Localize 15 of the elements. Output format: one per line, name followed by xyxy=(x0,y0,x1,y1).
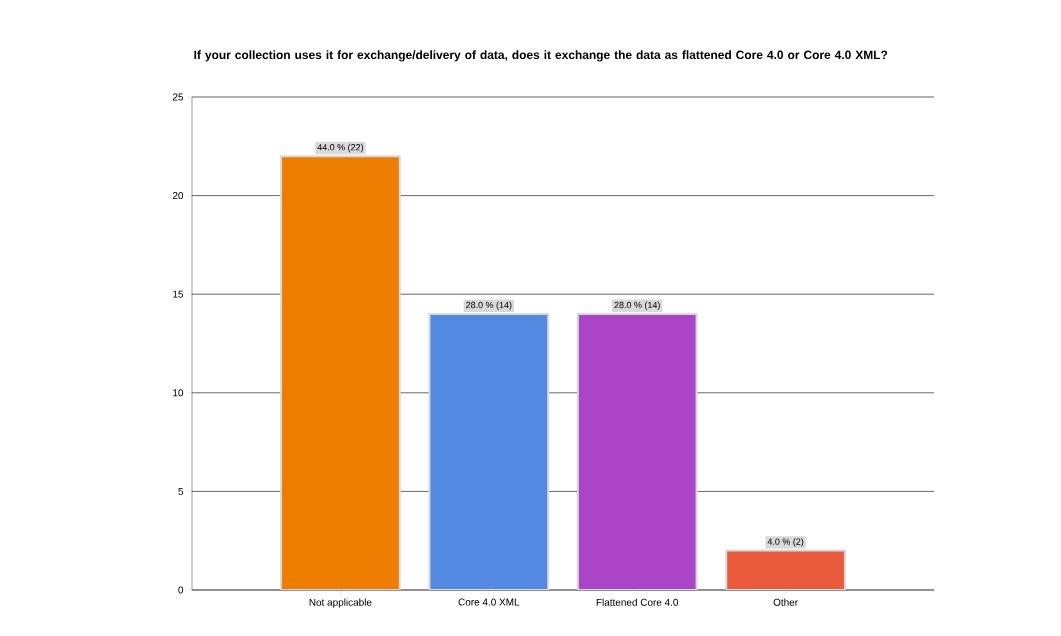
data-label: 44.0 % (22) xyxy=(317,143,364,153)
x-tick-label: Flattened Core 4.0 xyxy=(596,598,679,606)
x-tick-label: Core 4.0 XML xyxy=(458,598,520,606)
y-tick-label: 0 xyxy=(178,586,184,594)
data-label: 28.0 % (14) xyxy=(614,301,660,310)
y-tick-label: 15 xyxy=(173,290,184,298)
data-label: 28.0 % (14) xyxy=(466,301,512,310)
x-tick-label: Other xyxy=(773,598,798,606)
y-tick-label: 20 xyxy=(172,192,184,200)
y-tick-label: 25 xyxy=(172,93,184,101)
data-label: 4.0 % (2) xyxy=(767,538,804,547)
y-tick-label: 5 xyxy=(178,487,184,495)
y-tick-label: 10 xyxy=(173,389,184,397)
chart-title: If your collection uses it for exchange/delivery of data, does it exchange the data as flattened Core 4.0 or Core 4.0 XML? xyxy=(194,50,888,62)
x-tick-label: Not applicable xyxy=(309,598,372,608)
